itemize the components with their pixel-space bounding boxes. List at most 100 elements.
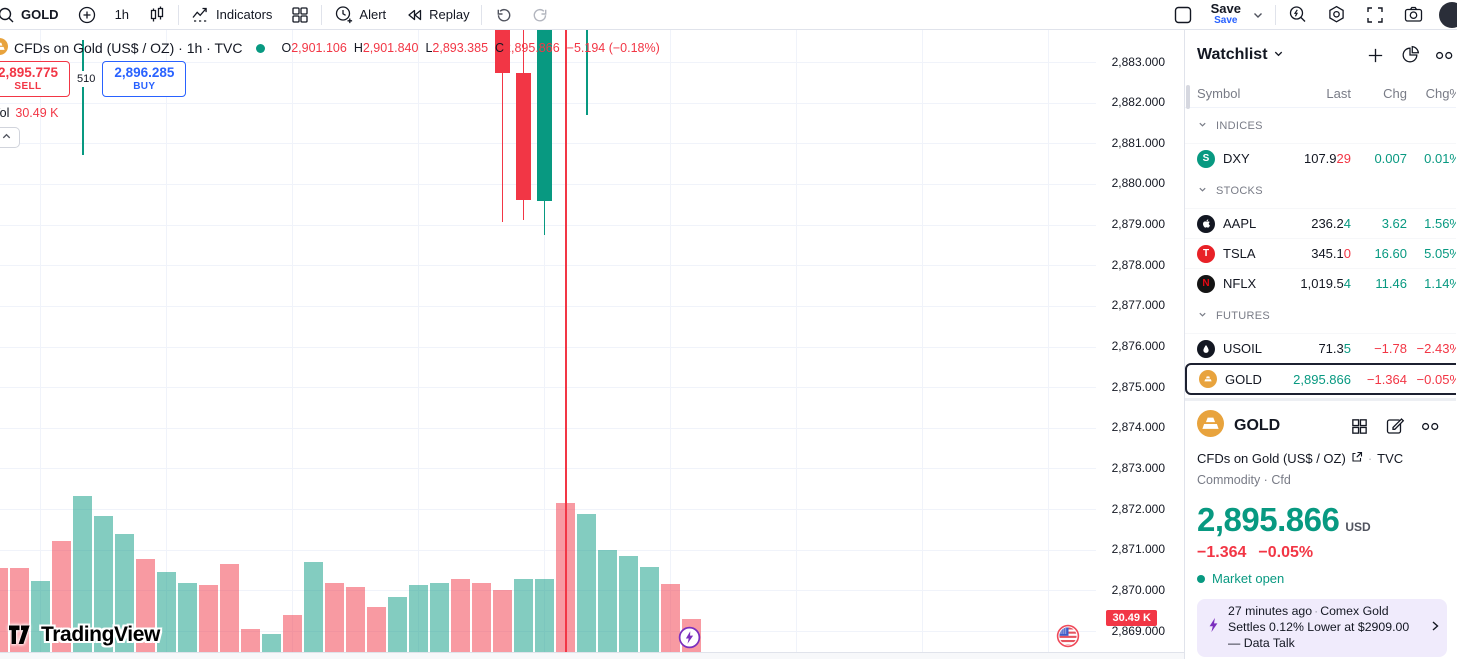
detail-more-button[interactable] <box>1421 421 1443 432</box>
price-axis-label: 2,874.000 <box>1111 420 1165 435</box>
scrollbar-thumb[interactable] <box>1186 85 1190 109</box>
gold-icon <box>1199 370 1217 388</box>
volume-bar <box>262 634 281 652</box>
time-gridline <box>544 30 545 652</box>
undo-button[interactable] <box>484 0 522 29</box>
column-symbol[interactable]: Symbol <box>1197 86 1241 101</box>
price-axis-label: 2,869.000 <box>1111 623 1165 638</box>
fullscreen-button[interactable] <box>1356 0 1394 29</box>
netflix-icon: N <box>1197 274 1215 293</box>
redo-arrow-icon <box>531 5 551 25</box>
toolbar-divider <box>1275 4 1276 25</box>
time-gridline <box>40 30 41 652</box>
candle-body <box>516 73 531 200</box>
section-indices[interactable]: INDICES <box>1185 108 1456 143</box>
detail-header: GOLD <box>1197 409 1449 443</box>
chart-style-button[interactable] <box>138 0 176 29</box>
detail-price: 2,895.866 <box>1197 501 1340 538</box>
price-gridline <box>0 509 1096 511</box>
save-sub-label: Save <box>1214 15 1238 27</box>
ohlc-values: O2,901.106 H2,901.840 L2,893.385 C2,895.… <box>281 41 660 55</box>
volume-bar <box>136 559 155 652</box>
news-flash-marker[interactable] <box>678 626 701 654</box>
save-button[interactable]: Save Save <box>1202 0 1250 29</box>
detail-exchange[interactable]: TVC <box>1377 451 1404 466</box>
column-chg-pct[interactable]: Chg% <box>1425 86 1456 101</box>
volume-legend[interactable]: Vol 30.49 K <box>0 106 58 120</box>
price-gridline <box>0 265 1096 267</box>
volume-bar <box>409 585 428 652</box>
avatar[interactable] <box>1439 1 1457 28</box>
watchlist-row-aapl[interactable]: AAPL 236.24 3.62 1.56% <box>1185 208 1456 238</box>
market-status-dot[interactable] <box>256 43 266 53</box>
alert-button[interactable]: Alert <box>324 0 395 29</box>
time-axis[interactable] <box>0 652 1184 659</box>
screenshot-button[interactable] <box>1394 0 1433 29</box>
news-pill[interactable]: 27 minutes ago · Comex Gold Settles 0.12% … <box>1197 599 1447 657</box>
column-chg[interactable]: Chg <box>1383 86 1407 101</box>
replay-button[interactable]: Replay <box>395 0 478 29</box>
sell-button[interactable]: 2,895.775 SELL <box>0 61 70 98</box>
indicators-button[interactable]: Indicators <box>181 0 281 29</box>
alert-clock-icon <box>333 4 354 25</box>
column-last[interactable]: Last <box>1326 86 1351 101</box>
market-status: Market open <box>1197 571 1449 586</box>
replay-label: Replay <box>429 7 470 22</box>
chevron-down-icon <box>1252 9 1264 21</box>
volume-bar <box>388 597 407 652</box>
symbol-label: GOLD <box>21 7 59 22</box>
chart-symbol-title[interactable]: CFDs on Gold (US$ / OZ) · 1h · TVC <box>14 40 243 56</box>
toolbar-right: Save Save <box>1164 0 1457 29</box>
indicator-templates-button[interactable] <box>281 0 319 29</box>
toolbar-divider <box>321 4 323 25</box>
detail-grid-button[interactable] <box>1350 417 1369 436</box>
save-menu-button[interactable] <box>1250 0 1273 29</box>
chart-area[interactable]: 2,883.000 2,882.000 2,881.000 2,880.000 2,87… <box>0 30 1184 659</box>
watchlist-row-usoil[interactable]: USOIL 71.35 −1.78 −2.43% <box>1185 333 1456 363</box>
sell-label: SELL <box>14 81 42 93</box>
price-axis-label: 2,873.000 <box>1111 460 1165 475</box>
add-symbol-button[interactable] <box>1366 46 1385 65</box>
close-value: 2,895.866 <box>504 41 560 55</box>
price-gridline <box>0 224 1096 226</box>
layout-button[interactable] <box>1164 0 1202 29</box>
economic-event-marker[interactable] <box>1056 624 1080 653</box>
tradingview-logo[interactable]: TradingView <box>8 623 160 647</box>
candles-icon <box>147 5 167 25</box>
external-link-icon[interactable] <box>1351 451 1363 466</box>
sell-price: 2,895.775 <box>0 65 59 80</box>
detail-currency: USD <box>1345 520 1371 534</box>
chart-plot[interactable]: 2,883.000 2,882.000 2,881.000 2,880.000 2,87… <box>0 30 1184 652</box>
redo-button[interactable] <box>522 0 560 29</box>
settings-button[interactable] <box>1317 0 1356 29</box>
time-gridline <box>166 30 167 652</box>
interval-button[interactable]: 1h <box>106 0 138 29</box>
dxy-icon: S <box>1197 149 1215 168</box>
search-icon <box>0 5 16 25</box>
buy-button[interactable]: 2,896.285 BUY <box>102 61 187 98</box>
collapse-pane-button[interactable] <box>0 127 20 148</box>
detail-edit-button[interactable] <box>1385 416 1405 436</box>
main-area: 2,883.000 2,882.000 2,881.000 2,880.000 2,87… <box>0 30 1457 659</box>
low-value: 2,893.385 <box>432 41 489 55</box>
gold-symbol-icon <box>0 38 8 58</box>
interval-label: 1h <box>114 7 130 22</box>
undo-arrow-icon <box>493 5 513 25</box>
heatmap-pie-button[interactable] <box>1400 45 1420 65</box>
news-headline: Comex Gold Settles 0.12% Lower at $2909.… <box>1228 604 1410 650</box>
spread-value: 510 <box>70 71 103 88</box>
price-axis-label: 2,876.000 <box>1111 339 1165 353</box>
price-axis-label: 2,879.000 <box>1111 217 1165 232</box>
symbol-search-button[interactable]: GOLD <box>0 0 68 29</box>
price-axis-label: 2,878.000 <box>1111 257 1165 272</box>
watchlist-title-button[interactable]: Watchlist <box>1197 46 1284 64</box>
watchlist-row-gold[interactable]: GOLD 2,895.866 −1.364 −0.05% <box>1185 363 1456 395</box>
quick-search-button[interactable] <box>1278 0 1317 29</box>
section-futures[interactable]: FUTURES <box>1185 298 1456 333</box>
watchlist-more-button[interactable] <box>1435 50 1456 61</box>
compare-add-button[interactable] <box>68 0 106 29</box>
section-stocks[interactable]: STOCKS <box>1185 173 1456 208</box>
